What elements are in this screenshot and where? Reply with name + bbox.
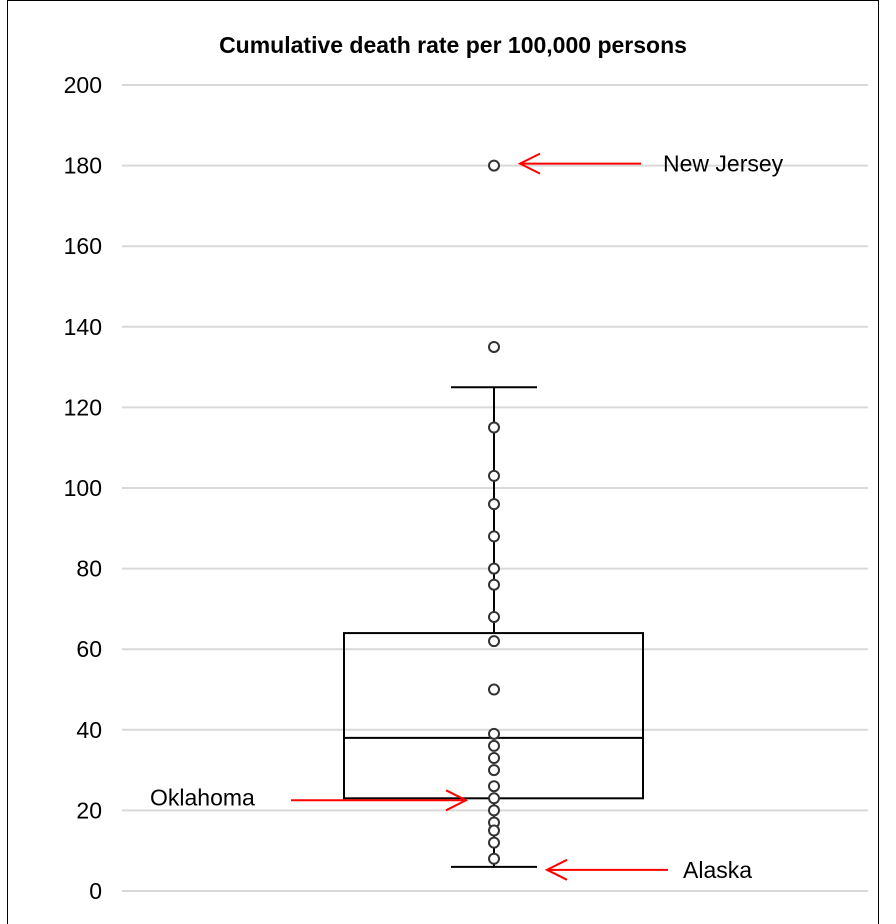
y-tick-label-180: 180 [64, 153, 102, 179]
frame-border-top [7, 0, 879, 1]
data-point-15 [488, 780, 500, 793]
chart-title: Cumulative death rate per 100,000 person… [219, 32, 687, 58]
data-point-20 [488, 836, 500, 849]
annotation-label-oklahoma: Oklahoma [150, 784, 255, 810]
data-point-8 [488, 610, 500, 623]
y-tick-label-80: 80 [76, 556, 102, 582]
y-axis-ticks: 0 20 40 60 80 100 120 140 160 180 200 [64, 72, 102, 904]
annotation-label-new-jersey: New Jersey [663, 151, 784, 177]
data-point-17 [488, 804, 500, 817]
data-point-13 [488, 752, 500, 765]
data-point-12 [488, 739, 500, 752]
data-point-2 [488, 421, 500, 434]
data-point-9 [488, 635, 500, 648]
data-point-14 [488, 764, 500, 777]
arrow-alaska [544, 858, 668, 881]
arrow-oklahoma [291, 789, 469, 812]
frame-border-right [878, 0, 879, 924]
data-point-1 [488, 340, 500, 353]
arrow-oklahoma-head [445, 789, 469, 812]
y-tick-label-120: 120 [64, 394, 102, 420]
y-tick-label-140: 140 [64, 314, 102, 340]
data-point-21 [488, 852, 500, 865]
data-point-0 [488, 159, 500, 172]
y-tick-label-40: 40 [76, 717, 102, 743]
data-point-4 [488, 498, 500, 511]
frame-border-left [7, 0, 8, 924]
data-point-5 [488, 530, 500, 543]
arrow-new-jersey-head [517, 152, 541, 175]
y-tick-label-20: 20 [76, 797, 102, 823]
data-point-11 [488, 727, 500, 740]
annotations: New Jersey Oklahoma Alaska [150, 151, 784, 883]
y-tick-label-100: 100 [64, 475, 102, 501]
data-points [488, 159, 500, 865]
arrow-alaska-head [544, 858, 568, 881]
y-tick-label-200: 200 [64, 72, 102, 98]
y-tick-label-160: 160 [64, 233, 102, 259]
y-tick-label-60: 60 [76, 636, 102, 662]
data-point-10 [488, 683, 500, 696]
data-point-3 [488, 469, 500, 482]
data-point-16 [488, 792, 500, 805]
data-point-19 [488, 824, 500, 837]
data-point-6 [488, 562, 500, 575]
y-tick-label-0: 0 [89, 878, 102, 904]
data-point-7 [488, 578, 500, 591]
annotation-label-alaska: Alaska [683, 857, 752, 883]
arrow-new-jersey [517, 152, 641, 175]
